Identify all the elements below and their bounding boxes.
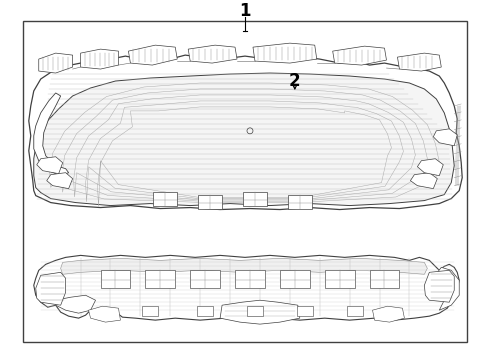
- Bar: [197, 306, 213, 316]
- Polygon shape: [253, 43, 317, 63]
- Bar: [325, 270, 355, 288]
- Bar: [280, 270, 310, 288]
- Bar: [23, 21, 467, 342]
- Polygon shape: [39, 53, 73, 73]
- Polygon shape: [411, 173, 437, 189]
- Polygon shape: [433, 129, 457, 146]
- Polygon shape: [397, 53, 441, 71]
- Bar: [198, 195, 222, 208]
- Polygon shape: [417, 159, 443, 176]
- Bar: [153, 192, 177, 206]
- Polygon shape: [89, 306, 121, 322]
- Polygon shape: [34, 255, 459, 320]
- Polygon shape: [36, 272, 66, 305]
- Bar: [297, 306, 313, 316]
- Polygon shape: [47, 173, 73, 189]
- Polygon shape: [61, 258, 427, 274]
- Bar: [369, 270, 399, 288]
- Bar: [247, 306, 263, 316]
- Polygon shape: [333, 46, 387, 65]
- Polygon shape: [56, 295, 96, 313]
- Polygon shape: [37, 157, 63, 174]
- Bar: [143, 306, 158, 316]
- Polygon shape: [435, 267, 459, 310]
- Polygon shape: [34, 73, 454, 206]
- Polygon shape: [34, 93, 69, 176]
- Polygon shape: [29, 55, 462, 210]
- Bar: [346, 306, 363, 316]
- Text: 2: 2: [289, 72, 301, 90]
- Polygon shape: [80, 49, 119, 69]
- Bar: [190, 270, 220, 288]
- Bar: [235, 270, 265, 288]
- Polygon shape: [188, 45, 237, 63]
- Polygon shape: [128, 45, 177, 65]
- Text: 1: 1: [239, 2, 251, 20]
- Polygon shape: [220, 300, 300, 324]
- Bar: [100, 270, 130, 288]
- Polygon shape: [372, 306, 404, 322]
- Bar: [146, 270, 175, 288]
- Bar: [243, 192, 267, 206]
- Polygon shape: [424, 270, 454, 302]
- Bar: [288, 195, 312, 208]
